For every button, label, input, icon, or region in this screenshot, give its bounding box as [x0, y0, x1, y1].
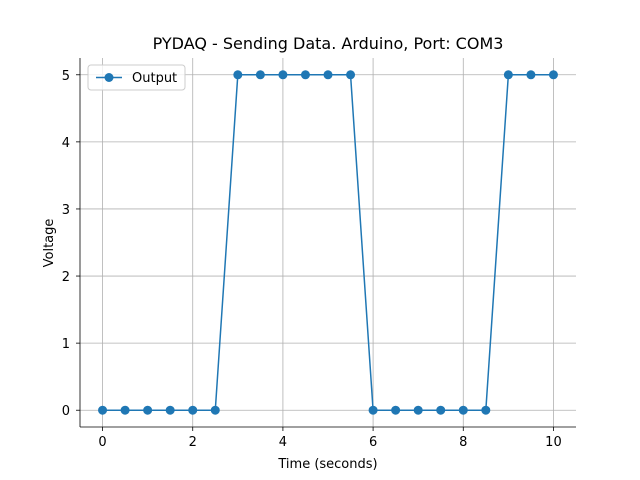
y-tick-label: 3	[62, 203, 70, 218]
data-point	[323, 70, 333, 80]
y-tick-label: 4	[62, 136, 70, 151]
data-point	[98, 405, 108, 415]
data-point	[165, 405, 175, 415]
legend-label: Output	[132, 71, 177, 86]
legend-frame	[87, 64, 186, 91]
data-point	[188, 405, 198, 415]
y-tick-label: 0	[62, 404, 70, 419]
data-point	[368, 405, 378, 415]
data-point	[503, 70, 513, 80]
x-tick-label: 8	[459, 435, 467, 450]
data-series	[98, 70, 558, 415]
x-tick-label: 10	[545, 435, 562, 450]
data-point	[346, 70, 356, 80]
data-point	[120, 405, 130, 415]
y-tick-label: 2	[62, 270, 70, 285]
y-tick-label: 1	[62, 337, 70, 352]
axes	[79, 58, 576, 428]
x-tick-label: 6	[369, 435, 377, 450]
x-axis-label: Time (seconds)	[277, 457, 377, 472]
legend: Output	[87, 64, 186, 91]
data-point	[413, 405, 423, 415]
chart-title: PYDAQ - Sending Data. Arduino, Port: COM…	[153, 34, 504, 53]
data-point	[278, 70, 288, 80]
y-axis-label: Voltage	[42, 219, 57, 268]
data-point	[391, 405, 401, 415]
data-point	[143, 405, 153, 415]
data-point	[481, 405, 491, 415]
data-point	[233, 70, 243, 80]
x-tick-label: 4	[279, 435, 287, 450]
data-point	[300, 70, 310, 80]
x-tick-label: 2	[189, 435, 197, 450]
grid-lines	[80, 58, 576, 427]
y-tick-label: 5	[62, 69, 70, 84]
data-point	[526, 70, 536, 80]
x-tick-label: 0	[98, 435, 106, 450]
legend-marker	[104, 73, 114, 82]
data-point	[548, 70, 558, 80]
tick-marks: 0 2 4 6 8 10 0 1 2 3 4 5	[62, 69, 562, 450]
data-point	[436, 405, 446, 415]
data-point	[458, 405, 468, 415]
data-point	[210, 405, 220, 415]
data-point	[255, 70, 265, 80]
